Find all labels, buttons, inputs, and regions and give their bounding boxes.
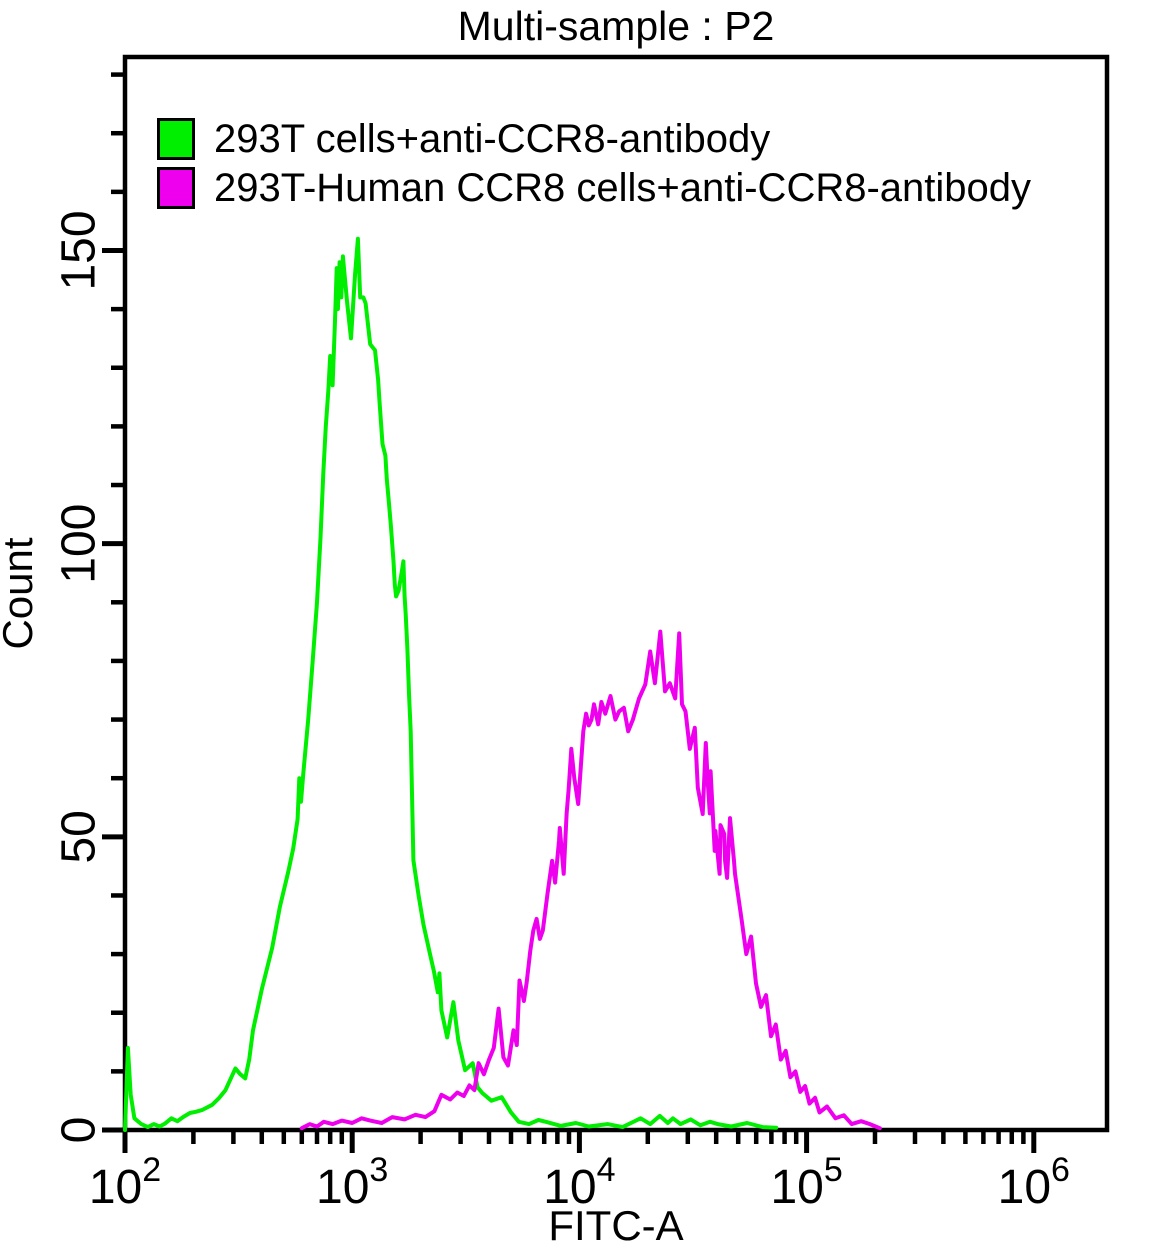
x-tick-label: 104 <box>543 1151 615 1214</box>
legend-swatch-green <box>157 117 195 160</box>
x-tick-label: 106 <box>998 1151 1070 1214</box>
legend-label-293t-human-ccr8: 293T-Human CCR8 cells+anti-CCR8-antibody <box>214 165 1032 210</box>
y-axis-label: Count <box>0 537 41 649</box>
x-tick-label: 102 <box>89 1151 161 1214</box>
y-tick-label: 50 <box>53 810 106 863</box>
legend-swatch-magenta <box>157 166 195 209</box>
legend-label-293t: 293T cells+anti-CCR8-antibody <box>214 116 771 161</box>
plot-frame <box>122 54 1110 1133</box>
y-tick-label: 150 <box>53 210 106 290</box>
legend-item-293t: 293T cells+anti-CCR8-antibody <box>157 114 1031 163</box>
y-axis-ticks <box>102 72 125 1133</box>
y-tick-label: 100 <box>53 504 106 584</box>
chart-title: Multi-sample : P2 <box>457 3 775 49</box>
x-tick-label: 105 <box>770 1151 842 1214</box>
x-axis-label: FITC-A <box>548 1202 683 1246</box>
x-tick-label: 103 <box>316 1151 388 1214</box>
legend-item-293t-human-ccr8: 293T-Human CCR8 cells+anti-CCR8-antibody <box>157 163 1031 212</box>
histogram-curve-1 <box>299 629 882 1131</box>
histogram-curve-0 <box>123 236 779 1132</box>
y-tick-label: 0 <box>53 1117 106 1144</box>
series-curves <box>123 236 882 1132</box>
x-axis-tick-labels: 102 103 104 105 106 <box>89 1151 1070 1214</box>
x-axis-ticks <box>122 1130 1037 1153</box>
y-axis-tick-labels: 0 50 100 150 <box>53 210 106 1143</box>
legend: 293T cells+anti-CCR8-antibody 293T-Human… <box>157 114 1031 212</box>
